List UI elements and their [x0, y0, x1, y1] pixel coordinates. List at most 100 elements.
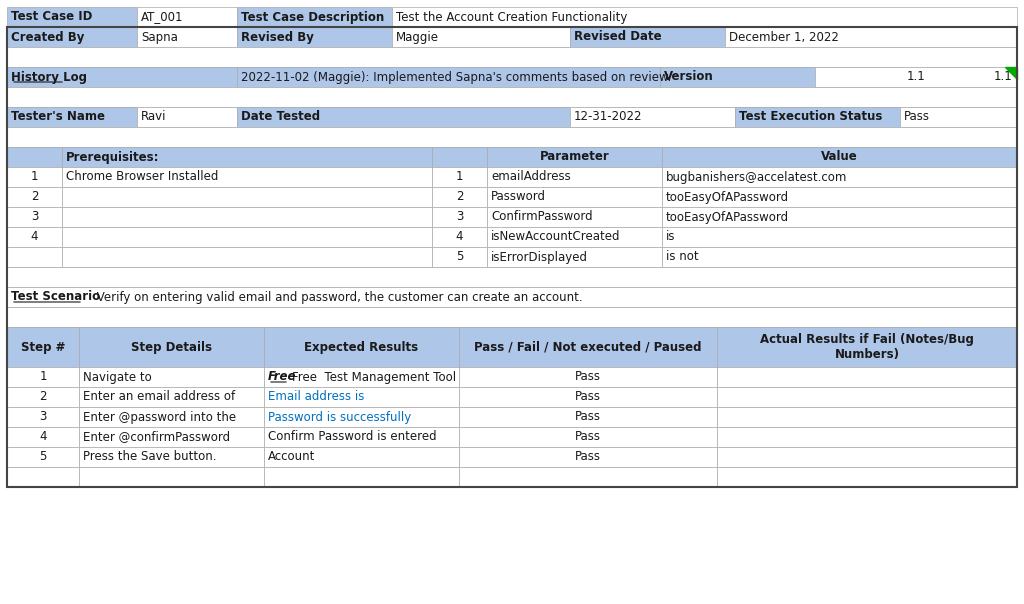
Bar: [900, 107, 1017, 127]
Bar: [7, 27, 1017, 487]
Text: Step Details: Step Details: [131, 341, 212, 353]
Text: History Log: History Log: [11, 71, 87, 83]
Text: Pass: Pass: [904, 111, 930, 123]
Bar: [815, 67, 1017, 87]
Bar: [7, 307, 1017, 327]
Text: Password is successfully: Password is successfully: [268, 411, 412, 423]
Bar: [487, 207, 662, 227]
Text: Password: Password: [490, 190, 546, 204]
Bar: [717, 407, 1017, 427]
Text: Enter @confirmPassword: Enter @confirmPassword: [83, 431, 230, 443]
Bar: [487, 167, 662, 187]
Bar: [392, 7, 1017, 27]
Text: 1.1: 1.1: [906, 71, 926, 83]
Bar: [432, 167, 487, 187]
Bar: [137, 107, 237, 127]
Bar: [237, 67, 660, 87]
Text: Enter an email address of: Enter an email address of: [83, 391, 236, 403]
Text: Step #: Step #: [20, 341, 66, 353]
Bar: [662, 227, 1017, 247]
Text: Test the Account Creation Functionality: Test the Account Creation Functionality: [396, 10, 628, 24]
Bar: [717, 427, 1017, 447]
Bar: [237, 7, 392, 27]
Polygon shape: [1005, 67, 1017, 79]
Bar: [570, 107, 735, 127]
Text: 4: 4: [31, 231, 38, 243]
Bar: [62, 167, 432, 187]
Text: Pass: Pass: [575, 370, 601, 384]
Text: isErrorDisplayed: isErrorDisplayed: [490, 251, 588, 263]
Text: is: is: [666, 231, 676, 243]
Text: Value: Value: [821, 150, 858, 164]
Text: 1: 1: [31, 170, 38, 184]
Bar: [62, 227, 432, 247]
Text: Test Execution Status: Test Execution Status: [739, 111, 883, 123]
Bar: [7, 287, 1017, 307]
Text: Ravi: Ravi: [141, 111, 167, 123]
Text: Version: Version: [664, 71, 714, 83]
Text: Pass: Pass: [575, 451, 601, 463]
Text: Press the Save button.: Press the Save button.: [83, 451, 216, 463]
Bar: [7, 27, 137, 47]
Bar: [487, 187, 662, 207]
Bar: [432, 207, 487, 227]
Bar: [7, 167, 62, 187]
Text: December 1, 2022: December 1, 2022: [729, 30, 839, 43]
Text: isNewAccountCreated: isNewAccountCreated: [490, 231, 621, 243]
Bar: [487, 227, 662, 247]
Text: 2: 2: [456, 190, 463, 204]
Bar: [62, 247, 432, 267]
Text: Maggie: Maggie: [396, 30, 439, 43]
Bar: [264, 327, 459, 367]
Text: Prerequisites:: Prerequisites:: [66, 150, 160, 164]
Bar: [392, 27, 570, 47]
Text: 2: 2: [39, 391, 47, 403]
Bar: [725, 27, 1017, 47]
Bar: [459, 407, 717, 427]
Text: Parameter: Parameter: [540, 150, 609, 164]
Text: ConfirmPassword: ConfirmPassword: [490, 211, 593, 223]
Bar: [662, 167, 1017, 187]
Bar: [79, 327, 264, 367]
Text: AT_001: AT_001: [141, 10, 183, 24]
Text: Enter @password into the: Enter @password into the: [83, 411, 237, 423]
Bar: [79, 467, 264, 487]
Bar: [7, 107, 137, 127]
Text: Pass / Fail / Not executed / Paused: Pass / Fail / Not executed / Paused: [474, 341, 701, 353]
Bar: [662, 207, 1017, 227]
Bar: [432, 187, 487, 207]
Bar: [459, 327, 717, 367]
Text: tooEasyOfAPassword: tooEasyOfAPassword: [666, 211, 790, 223]
Text: 4: 4: [39, 431, 47, 443]
Bar: [7, 127, 1017, 147]
Bar: [264, 467, 459, 487]
Text: Account: Account: [268, 451, 315, 463]
Text: 1.1: 1.1: [993, 71, 1012, 83]
Bar: [7, 47, 1017, 67]
Text: Actual Results if Fail (Notes/Bug
Numbers): Actual Results if Fail (Notes/Bug Number…: [760, 333, 974, 361]
Text: 2: 2: [31, 190, 38, 204]
Text: 1: 1: [456, 170, 463, 184]
Text: 3: 3: [39, 411, 47, 423]
Text: Tester's Name: Tester's Name: [11, 111, 105, 123]
Bar: [264, 407, 459, 427]
Text: Chrome Browser Installed: Chrome Browser Installed: [66, 170, 218, 184]
Text: Expected Results: Expected Results: [304, 341, 419, 353]
Text: 5: 5: [39, 451, 47, 463]
Bar: [717, 387, 1017, 407]
Bar: [264, 387, 459, 407]
Text: Pass: Pass: [575, 431, 601, 443]
Text: 4: 4: [456, 231, 463, 243]
Text: bugbanishers@accelatest.com: bugbanishers@accelatest.com: [666, 170, 848, 184]
Bar: [570, 27, 725, 47]
Bar: [717, 327, 1017, 367]
Bar: [459, 447, 717, 467]
Bar: [7, 67, 237, 87]
Bar: [432, 147, 487, 167]
Bar: [62, 187, 432, 207]
Bar: [7, 387, 79, 407]
Bar: [735, 107, 900, 127]
Bar: [717, 467, 1017, 487]
Text: Revised By: Revised By: [241, 30, 314, 43]
Bar: [62, 207, 432, 227]
